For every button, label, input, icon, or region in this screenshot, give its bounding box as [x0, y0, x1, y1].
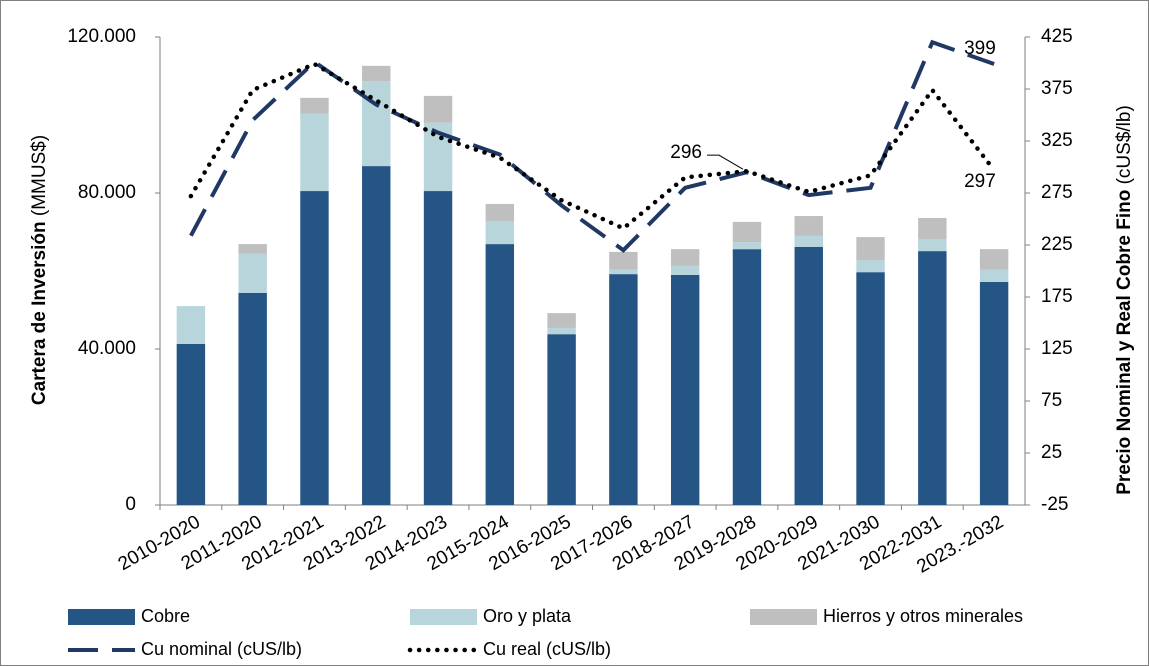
- bar-segment: [732, 249, 762, 505]
- bar-segment: [547, 313, 576, 328]
- line-series: [188, 61, 997, 231]
- bar-segment: [979, 269, 1009, 282]
- bar-segment: [794, 246, 823, 505]
- bar-segment: [794, 216, 823, 236]
- y-tick-label: 40.000: [78, 338, 136, 359]
- legend-label: Cu nominal (cUS/lb): [141, 639, 302, 659]
- y2-title-unit: (cUS$/lb): [1114, 105, 1135, 184]
- bar-segment: [856, 237, 885, 261]
- legend-label: Cobre: [141, 606, 190, 626]
- bar-segment: [609, 269, 638, 275]
- bar-segment: [979, 281, 1009, 505]
- bar-segment: [362, 166, 391, 505]
- bar-segment: [238, 292, 267, 505]
- bar-segment: [423, 95, 453, 123]
- legend-swatch: [410, 609, 477, 625]
- bar-segment: [547, 327, 576, 335]
- bar-segment: [856, 260, 885, 273]
- bar-segment: [918, 217, 947, 240]
- y2-tick-label: 325: [1041, 130, 1073, 151]
- bar-segment: [423, 191, 453, 506]
- bar-segment: [670, 265, 700, 275]
- y-tick-label: 120.000: [67, 26, 136, 47]
- bar-segment: [856, 272, 885, 505]
- y-axis-title: Cartera de Inversión (MMUS$): [29, 135, 50, 405]
- y2-tick-label: 275: [1041, 182, 1073, 203]
- y2-tick-label: 25: [1041, 442, 1062, 463]
- bar-segment: [609, 274, 638, 505]
- bar-segment: [238, 244, 267, 254]
- y2-tick-label: 375: [1041, 78, 1073, 99]
- bar-segment: [732, 242, 762, 250]
- legend-swatch: [68, 609, 135, 625]
- bar-segment: [238, 253, 267, 293]
- bar-segment: [609, 251, 638, 270]
- bar-segment: [176, 343, 206, 505]
- bar-segment: [485, 203, 515, 222]
- bar-segment: [362, 65, 391, 82]
- bar-segment: [362, 81, 391, 167]
- y2-axis-title: Precio Nominal y Real Cobre Fino (cUS$/l…: [1114, 105, 1135, 495]
- y2-tick-label: 125: [1041, 338, 1073, 359]
- bar-segment: [794, 235, 823, 247]
- bar-segment: [485, 244, 515, 505]
- y2-tick-label: 425: [1041, 26, 1073, 47]
- bar-segment: [300, 113, 329, 192]
- bar-segment: [485, 221, 515, 245]
- y-title-main: Cartera de Inversión: [29, 221, 50, 405]
- y2-tick-label: -25: [1041, 494, 1068, 515]
- y2-tick-label: 225: [1041, 234, 1073, 255]
- bar-segment: [547, 334, 576, 505]
- data-label: 297: [964, 171, 996, 192]
- bar-segment: [300, 97, 329, 114]
- legend-label: Hierros y otros minerales: [823, 606, 1023, 626]
- bar-segment: [176, 306, 206, 344]
- legend-label: Oro y plata: [483, 606, 572, 626]
- bar-segment: [732, 221, 762, 243]
- y2-title-main: Precio Nominal y Real Cobre Fino: [1114, 190, 1135, 495]
- bar-segment: [670, 274, 700, 505]
- data-label: 296: [670, 142, 702, 163]
- bar-segment: [670, 249, 700, 266]
- bar-segment: [300, 191, 329, 506]
- y-tick-label: 80.000: [78, 182, 136, 203]
- data-label: 399: [964, 38, 996, 59]
- bar-segment: [918, 239, 947, 252]
- legend-label: Cu real (cUS/lb): [483, 639, 611, 659]
- bar-segment: [918, 251, 947, 505]
- bar-segment: [979, 249, 1009, 270]
- legend-swatch: [750, 609, 817, 625]
- y-title-unit: (MMUS$): [29, 135, 50, 216]
- leader-line: [706, 154, 744, 170]
- y2-tick-label: 75: [1041, 390, 1062, 411]
- y-tick-label: 0: [125, 494, 136, 515]
- y2-tick-label: 175: [1041, 286, 1073, 307]
